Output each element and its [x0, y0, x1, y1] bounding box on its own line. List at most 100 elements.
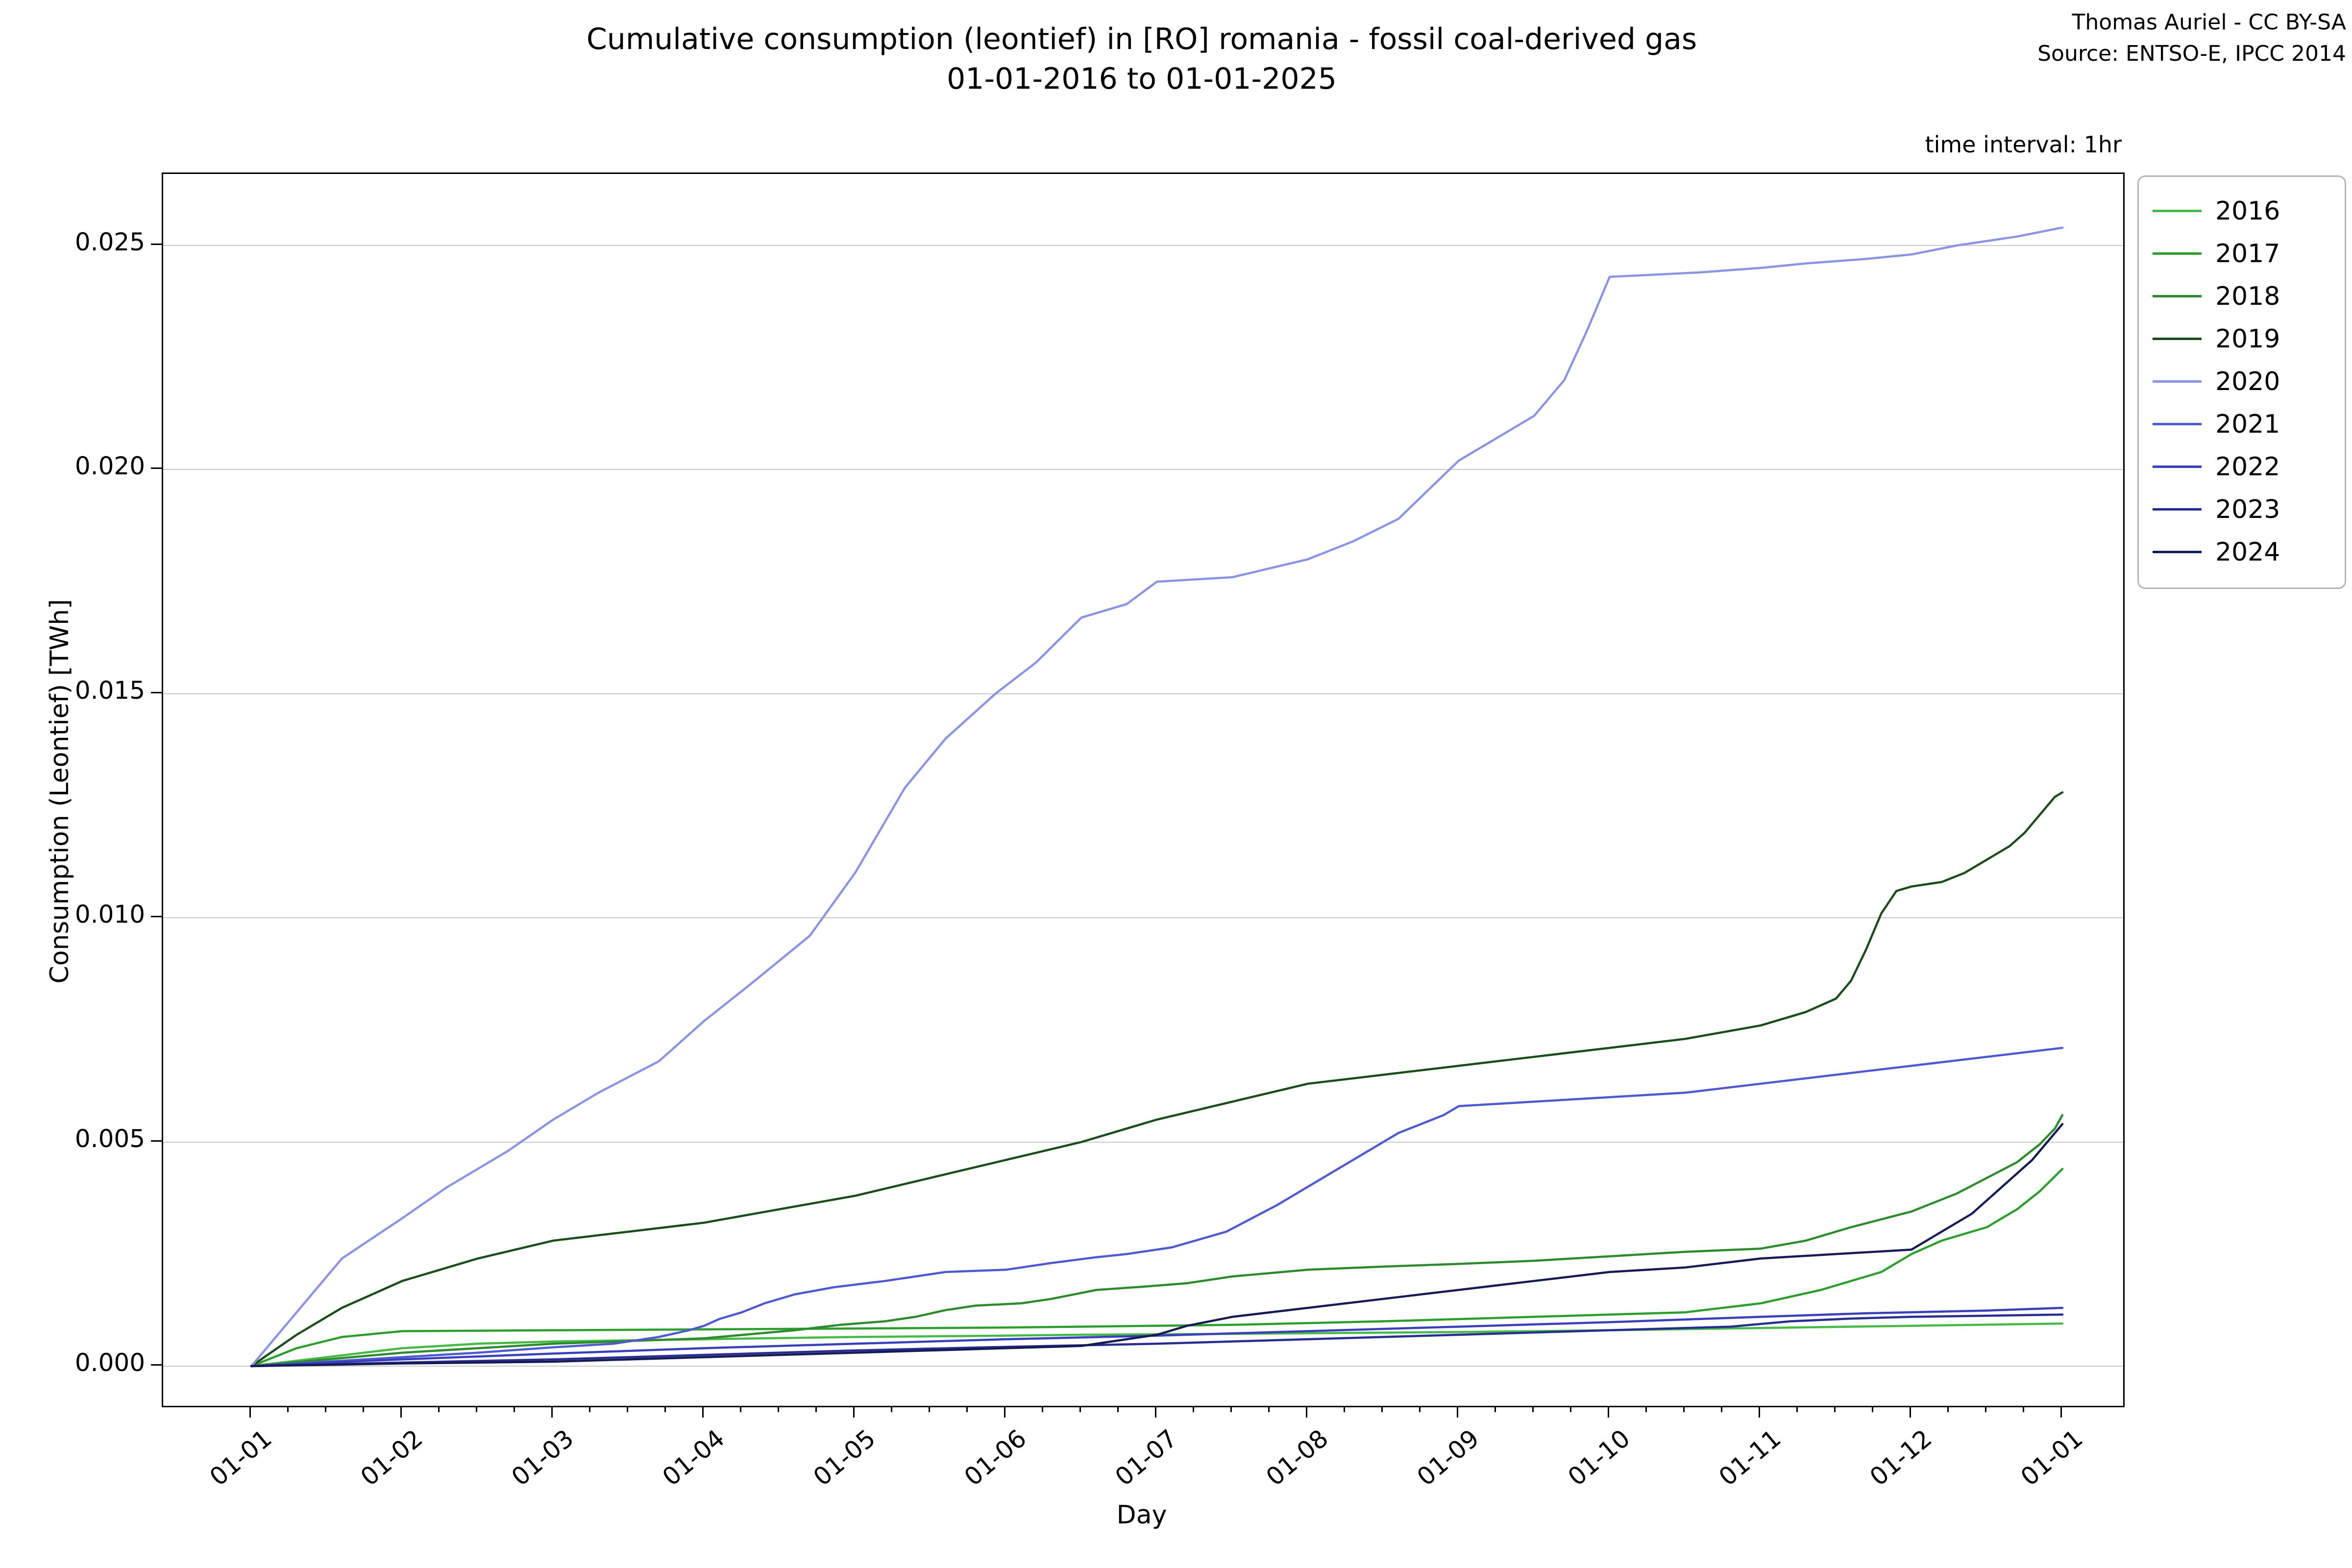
x-tick-major — [1306, 1406, 1307, 1418]
y-axis-label: Consumption (Leontief) [TWh] — [45, 599, 74, 984]
y-gridline — [163, 245, 2123, 246]
x-tick-minor — [1834, 1406, 1836, 1412]
x-tick-minor — [1985, 1406, 1986, 1412]
y-gridline — [163, 469, 2123, 470]
series-line-2022 — [250, 1306, 2064, 1368]
attribution: Thomas Auriel - CC BY-SA Source: ENTSO-E… — [2037, 7, 2346, 70]
legend-item-2024: 2024 — [2153, 531, 2340, 573]
y-tick — [151, 244, 162, 245]
y-tick-label: 0.010 — [74, 900, 145, 929]
y-tick — [151, 916, 162, 918]
x-tick-label: 01-01 — [204, 1424, 277, 1492]
x-tick-major — [1155, 1406, 1156, 1418]
x-tick-minor — [1645, 1406, 1647, 1412]
y-tick — [151, 467, 162, 469]
legend-item-2018: 2018 — [2153, 275, 2340, 318]
legend-item-2023: 2023 — [2153, 488, 2340, 531]
x-tick-minor — [891, 1406, 892, 1412]
x-tick-label: 01-05 — [808, 1424, 881, 1492]
y-tick-label: 0.020 — [74, 452, 145, 481]
series-line-2016 — [250, 1322, 2064, 1368]
x-tick-minor — [1947, 1406, 1949, 1412]
x-tick-major — [2060, 1406, 2062, 1418]
chart-title-line2: 01-01-2016 to 01-01-2025 — [947, 62, 1337, 96]
x-tick-minor — [325, 1406, 326, 1412]
x-tick-major — [1457, 1406, 1458, 1418]
x-tick-minor — [815, 1406, 817, 1412]
plot-area — [162, 172, 2125, 1407]
x-tick-minor — [1381, 1406, 1383, 1412]
chart-title-line1: Cumulative consumption (leontief) in [RO… — [586, 22, 1697, 56]
legend-label: 2023 — [2215, 494, 2280, 524]
x-tick-minor — [438, 1406, 440, 1412]
x-tick-label: 01-01 — [2015, 1424, 2088, 1492]
x-tick-minor — [1419, 1406, 1421, 1412]
series-line-2017 — [250, 1168, 2064, 1368]
y-tick-label: 0.025 — [74, 228, 145, 256]
series-line-2019 — [250, 791, 2064, 1368]
x-tick-label: 01-02 — [355, 1424, 428, 1492]
x-tick-major — [551, 1406, 553, 1418]
x-tick-major — [1004, 1406, 1005, 1418]
legend-item-2020: 2020 — [2153, 360, 2340, 403]
legend-label: 2017 — [2215, 239, 2280, 269]
legend-line-swatch — [2153, 551, 2202, 553]
legend-line-swatch — [2153, 252, 2202, 255]
series-line-2018 — [250, 1114, 2064, 1368]
y-tick-label: 0.015 — [74, 676, 145, 705]
x-tick-minor — [1683, 1406, 1685, 1412]
x-tick-minor — [1230, 1406, 1232, 1412]
legend-item-2019: 2019 — [2153, 318, 2340, 360]
y-tick — [151, 1364, 162, 1366]
x-tick-major — [853, 1406, 855, 1418]
legend-line-swatch — [2153, 338, 2202, 340]
x-tick-minor — [1494, 1406, 1496, 1412]
legend-label: 2018 — [2215, 281, 2280, 311]
x-tick-label: 01-04 — [657, 1424, 730, 1492]
x-tick-minor — [514, 1406, 515, 1412]
series-line-2023 — [250, 1313, 2064, 1368]
legend-box: 2016 2017 2018 2019 2020 2021 2022 2023 2024 — [2137, 175, 2346, 589]
x-tick-minor — [929, 1406, 930, 1412]
y-gridline — [163, 1366, 2123, 1367]
legend-line-swatch — [2153, 466, 2202, 468]
x-tick-minor — [740, 1406, 741, 1412]
x-tick-minor — [1268, 1406, 1270, 1412]
legend-label: 2019 — [2215, 324, 2280, 354]
x-tick-minor — [1532, 1406, 1534, 1412]
x-tick-minor — [627, 1406, 628, 1412]
legend-line-swatch — [2153, 380, 2202, 383]
x-tick-minor — [2023, 1406, 2024, 1412]
x-tick-minor — [476, 1406, 477, 1412]
x-tick-minor — [1117, 1406, 1119, 1412]
x-tick-minor — [1570, 1406, 1571, 1412]
legend-line-swatch — [2153, 423, 2202, 425]
y-gridline — [163, 1141, 2123, 1143]
x-tick-label: 01-11 — [1713, 1424, 1787, 1492]
series-line-2020 — [250, 226, 2064, 1368]
x-tick-major — [1910, 1406, 1911, 1418]
x-tick-label: 01-10 — [1562, 1424, 1636, 1492]
y-tick — [151, 1140, 162, 1142]
time-interval-note: time interval: 1hr — [1925, 131, 2122, 158]
x-tick-minor — [1079, 1406, 1081, 1412]
x-tick-minor — [287, 1406, 289, 1412]
x-tick-minor — [1796, 1406, 1798, 1412]
x-tick-label: 01-12 — [1864, 1424, 1937, 1492]
x-tick-minor — [1042, 1406, 1043, 1412]
x-tick-label: 01-07 — [1109, 1424, 1183, 1492]
legend-label: 2021 — [2215, 409, 2280, 439]
legend-item-2017: 2017 — [2153, 232, 2340, 275]
legend-item-2022: 2022 — [2153, 445, 2340, 488]
legend-label: 2016 — [2215, 196, 2280, 226]
y-tick — [151, 691, 162, 693]
x-tick-minor — [1872, 1406, 1873, 1412]
y-tick-label: 0.005 — [74, 1124, 145, 1153]
legend-line-swatch — [2153, 210, 2202, 212]
y-tick-label: 0.000 — [74, 1348, 145, 1377]
legend-line-swatch — [2153, 508, 2202, 511]
series-lines — [250, 226, 2064, 1368]
x-tick-major — [702, 1406, 704, 1418]
x-tick-label: 01-08 — [1260, 1424, 1334, 1492]
